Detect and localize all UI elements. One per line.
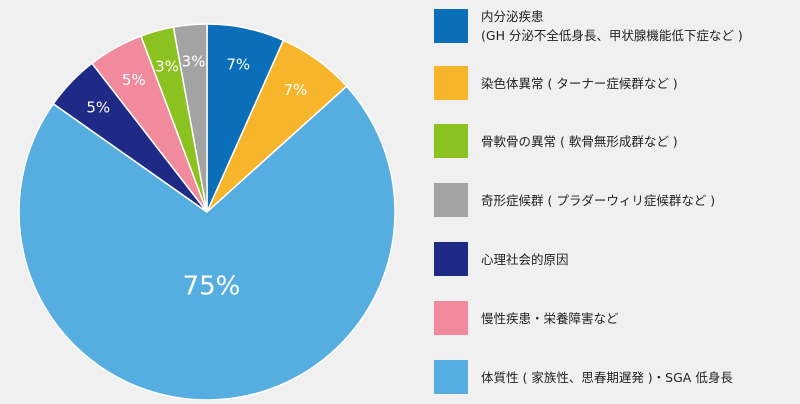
legend-item-chronic: 慢性疾患・栄養障害など <box>434 301 619 335</box>
pie-slice-value-label: 75% <box>183 272 241 302</box>
pie-slice-value-label: 3% <box>155 58 179 76</box>
legend-swatch <box>434 66 468 100</box>
legend-item-constitutional: 体質性 ( 家族性、思春期遅発 )・SGA 低身長 <box>434 360 733 394</box>
legend: 内分泌疾患 (GH 分泌不全低身長、甲状腺機能低下症など ) 染色体異常 ( タ… <box>434 0 800 400</box>
legend-label: 慢性疾患・栄養障害など <box>481 310 619 326</box>
legend-swatch <box>434 124 468 158</box>
pie-slice-7 <box>172 23 208 213</box>
legend-swatch <box>434 242 468 276</box>
legend-item-chromosomal: 染色体異常 ( ターナー症候群など ) <box>434 66 678 100</box>
pie-slice-value-label: 5% <box>86 99 110 117</box>
legend-item-malformation: 奇形症候群 ( プラダーウィリ症候群など ) <box>434 183 715 217</box>
pie-slice-value-label: 5% <box>122 71 146 89</box>
legend-swatch <box>434 360 468 394</box>
pie-chart: 7% 7% 75% 5% 5% 3% 3% <box>18 23 396 401</box>
legend-item-endocrine: 内分泌疾患 (GH 分泌不全低身長、甲状腺機能低下症など ) <box>434 7 743 45</box>
legend-label: 体質性 ( 家族性、思春期遅発 )・SGA 低身長 <box>481 369 733 385</box>
legend-item-bone-cartilage: 骨軟骨の異常 ( 軟骨無形成群など ) <box>434 124 678 158</box>
legend-label: 奇形症候群 ( プラダーウィリ症候群など ) <box>481 192 716 208</box>
legend-label: 内分泌疾患 (GH 分泌不全低身長、甲状腺機能低下症など ) <box>481 9 743 43</box>
pie-slice-value-label: 7% <box>226 55 250 73</box>
legend-label: 骨軟骨の異常 ( 軟骨無形成群など ) <box>481 133 678 149</box>
legend-label: 心理社会的原因 <box>481 251 569 267</box>
pie-slice-value-label: 3% <box>182 53 206 71</box>
legend-label: 染色体異常 ( ターナー症候群など ) <box>481 75 678 91</box>
legend-swatch <box>434 183 468 217</box>
pie-slice-value-label: 7% <box>284 81 308 99</box>
legend-swatch <box>434 9 468 43</box>
pie-chart-svg: 7% 7% 75% 5% 5% 3% 3% <box>18 23 396 401</box>
legend-item-psychosocial: 心理社会的原因 <box>434 242 569 276</box>
legend-swatch <box>434 301 468 335</box>
